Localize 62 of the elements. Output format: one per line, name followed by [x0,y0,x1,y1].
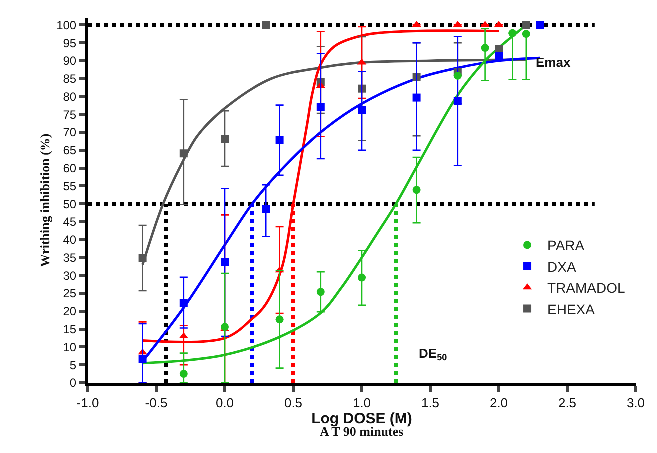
legend-label: EHEXA [548,301,596,318]
y-tick-label: 85 [63,72,77,86]
point [454,97,462,106]
point [138,254,147,262]
y-tick-label: 90 [63,54,77,68]
y-tick-label: 20 [63,304,77,319]
point [412,186,421,194]
y-tick-label: 55 [63,179,77,194]
x-tick-label: 2.5 [558,396,577,411]
legend-label: DXA [548,258,577,275]
y-tick-label: 10 [63,340,77,354]
y-tick-label: 40 [63,233,77,248]
point [358,274,366,282]
y-tick-label: 15 [63,322,77,337]
point [276,136,284,144]
x-tick-label: 3.0 [626,396,646,411]
annotation: Emax [536,55,572,70]
point [522,21,530,30]
point [316,288,325,296]
point [138,355,147,364]
x-tick-label: 0.5 [284,396,303,411]
point [221,258,229,266]
y-tick-label: 70 [63,126,77,140]
x-tick-label: 0.0 [216,396,234,411]
y-tick-label: 0 [70,376,77,390]
x-tick-label: -1.0 [76,396,100,411]
point [536,21,544,30]
point [180,299,188,308]
point [221,135,229,144]
y-tick-label: 25 [63,286,77,301]
point [262,21,270,30]
point [412,94,421,102]
y-tick-label: 65 [63,144,77,158]
point [276,316,284,324]
y-tick-label: 50 [63,197,77,212]
annotation: DE$_{50}$ [419,346,448,363]
y-axis-title: Writhing inhibition (%) [38,134,53,268]
legend-label: PARA [548,238,586,254]
point [508,29,517,38]
point [180,370,188,378]
x-tick-label: 1.5 [421,396,440,411]
point [454,72,462,80]
point [522,30,530,38]
point [316,103,325,112]
point [495,52,503,60]
x-tick-label: -0.5 [145,396,168,411]
x-tick-label: 1.0 [352,396,372,411]
point [481,44,490,52]
y-tick-label: 5 [70,358,77,372]
y-tick-label: 100 [56,18,77,32]
y-tick-label: 35 [63,250,77,265]
y-tick-label: 80 [63,90,77,104]
point [358,106,366,114]
y-tick-label: 30 [63,268,77,283]
point [180,150,188,158]
y-tick-label: 45 [63,215,77,230]
y-tick-label: 95 [63,36,77,50]
y-tick-label: 60 [63,161,77,176]
legend-label: TRAMADOL [548,280,626,296]
point [262,205,270,214]
x-tick-label: 2.0 [490,396,508,411]
y-tick-label: 75 [63,108,77,122]
